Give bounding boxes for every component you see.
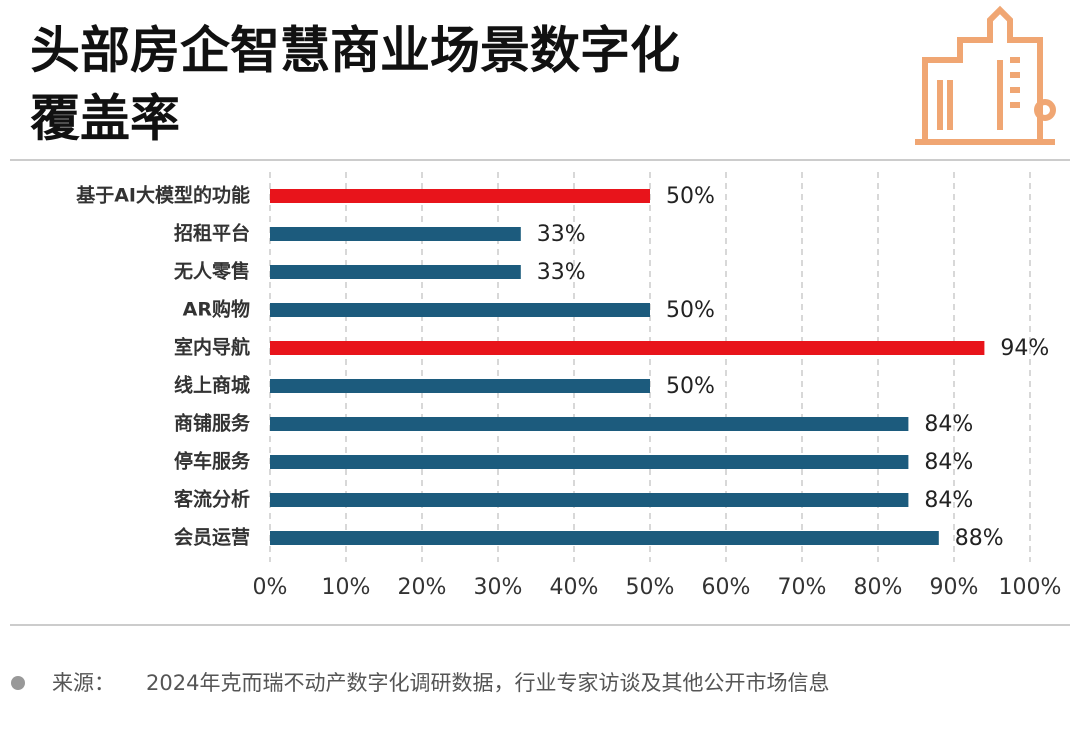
bar	[270, 303, 650, 317]
y-tick-label: 客流分析	[174, 488, 250, 511]
bar	[270, 379, 650, 393]
value-label: 33%	[537, 222, 586, 247]
value-label: 50%	[666, 184, 715, 209]
value-label: 84%	[924, 450, 973, 475]
value-label: 88%	[955, 526, 1004, 551]
x-tick-label: 100%	[999, 575, 1062, 600]
source: 2024年克而瑞不动产数字化调研数据，行业专家访谈及其他公开市场信息	[146, 671, 829, 695]
bar	[270, 417, 909, 431]
y-tick-label: AR购物	[183, 298, 250, 321]
bar	[270, 265, 521, 279]
x-tick-label: 30%	[474, 575, 523, 600]
x-tick-label: 80%	[854, 575, 903, 600]
y-tick-label: 基于AI大模型的功能	[75, 184, 250, 207]
x-tick-label: 70%	[778, 575, 827, 600]
y-tick-label: 线上商城	[174, 374, 250, 397]
x-tick-label: 40%	[550, 575, 599, 600]
y-tick-label: 会员运营	[174, 526, 250, 549]
building-icon	[915, 5, 1056, 145]
x-tick-label: 90%	[930, 575, 979, 600]
bar	[270, 189, 650, 203]
x-tick-label: 0%	[253, 575, 288, 600]
x-tick-label: 60%	[702, 575, 751, 600]
y-tick-label: 商铺服务	[174, 412, 251, 435]
value-label: 94%	[1000, 336, 1049, 361]
bullet	[11, 676, 25, 690]
bar	[270, 455, 909, 469]
value-label: 50%	[666, 374, 715, 399]
value-label: 33%	[537, 260, 586, 285]
value-label: 84%	[924, 488, 973, 513]
value-label: 84%	[924, 412, 973, 437]
y-tick-label: 无人零售	[174, 260, 250, 283]
chart-title: 覆盖率	[30, 90, 180, 148]
y-tick-label: 招租平台	[174, 222, 250, 245]
bar	[270, 227, 521, 241]
x-tick-label: 50%	[626, 575, 675, 600]
source-label: 来源：	[52, 671, 115, 695]
bar	[270, 531, 939, 545]
bar	[270, 341, 985, 355]
y-tick-label: 室内导航	[174, 336, 250, 359]
chart-title: 头部房企智慧商业场景数字化	[30, 22, 680, 80]
x-tick-label: 20%	[398, 575, 447, 600]
value-label: 50%	[666, 298, 715, 323]
x-tick-label: 10%	[322, 575, 371, 600]
y-tick-label: 停车服务	[174, 450, 251, 473]
bar	[270, 493, 909, 507]
